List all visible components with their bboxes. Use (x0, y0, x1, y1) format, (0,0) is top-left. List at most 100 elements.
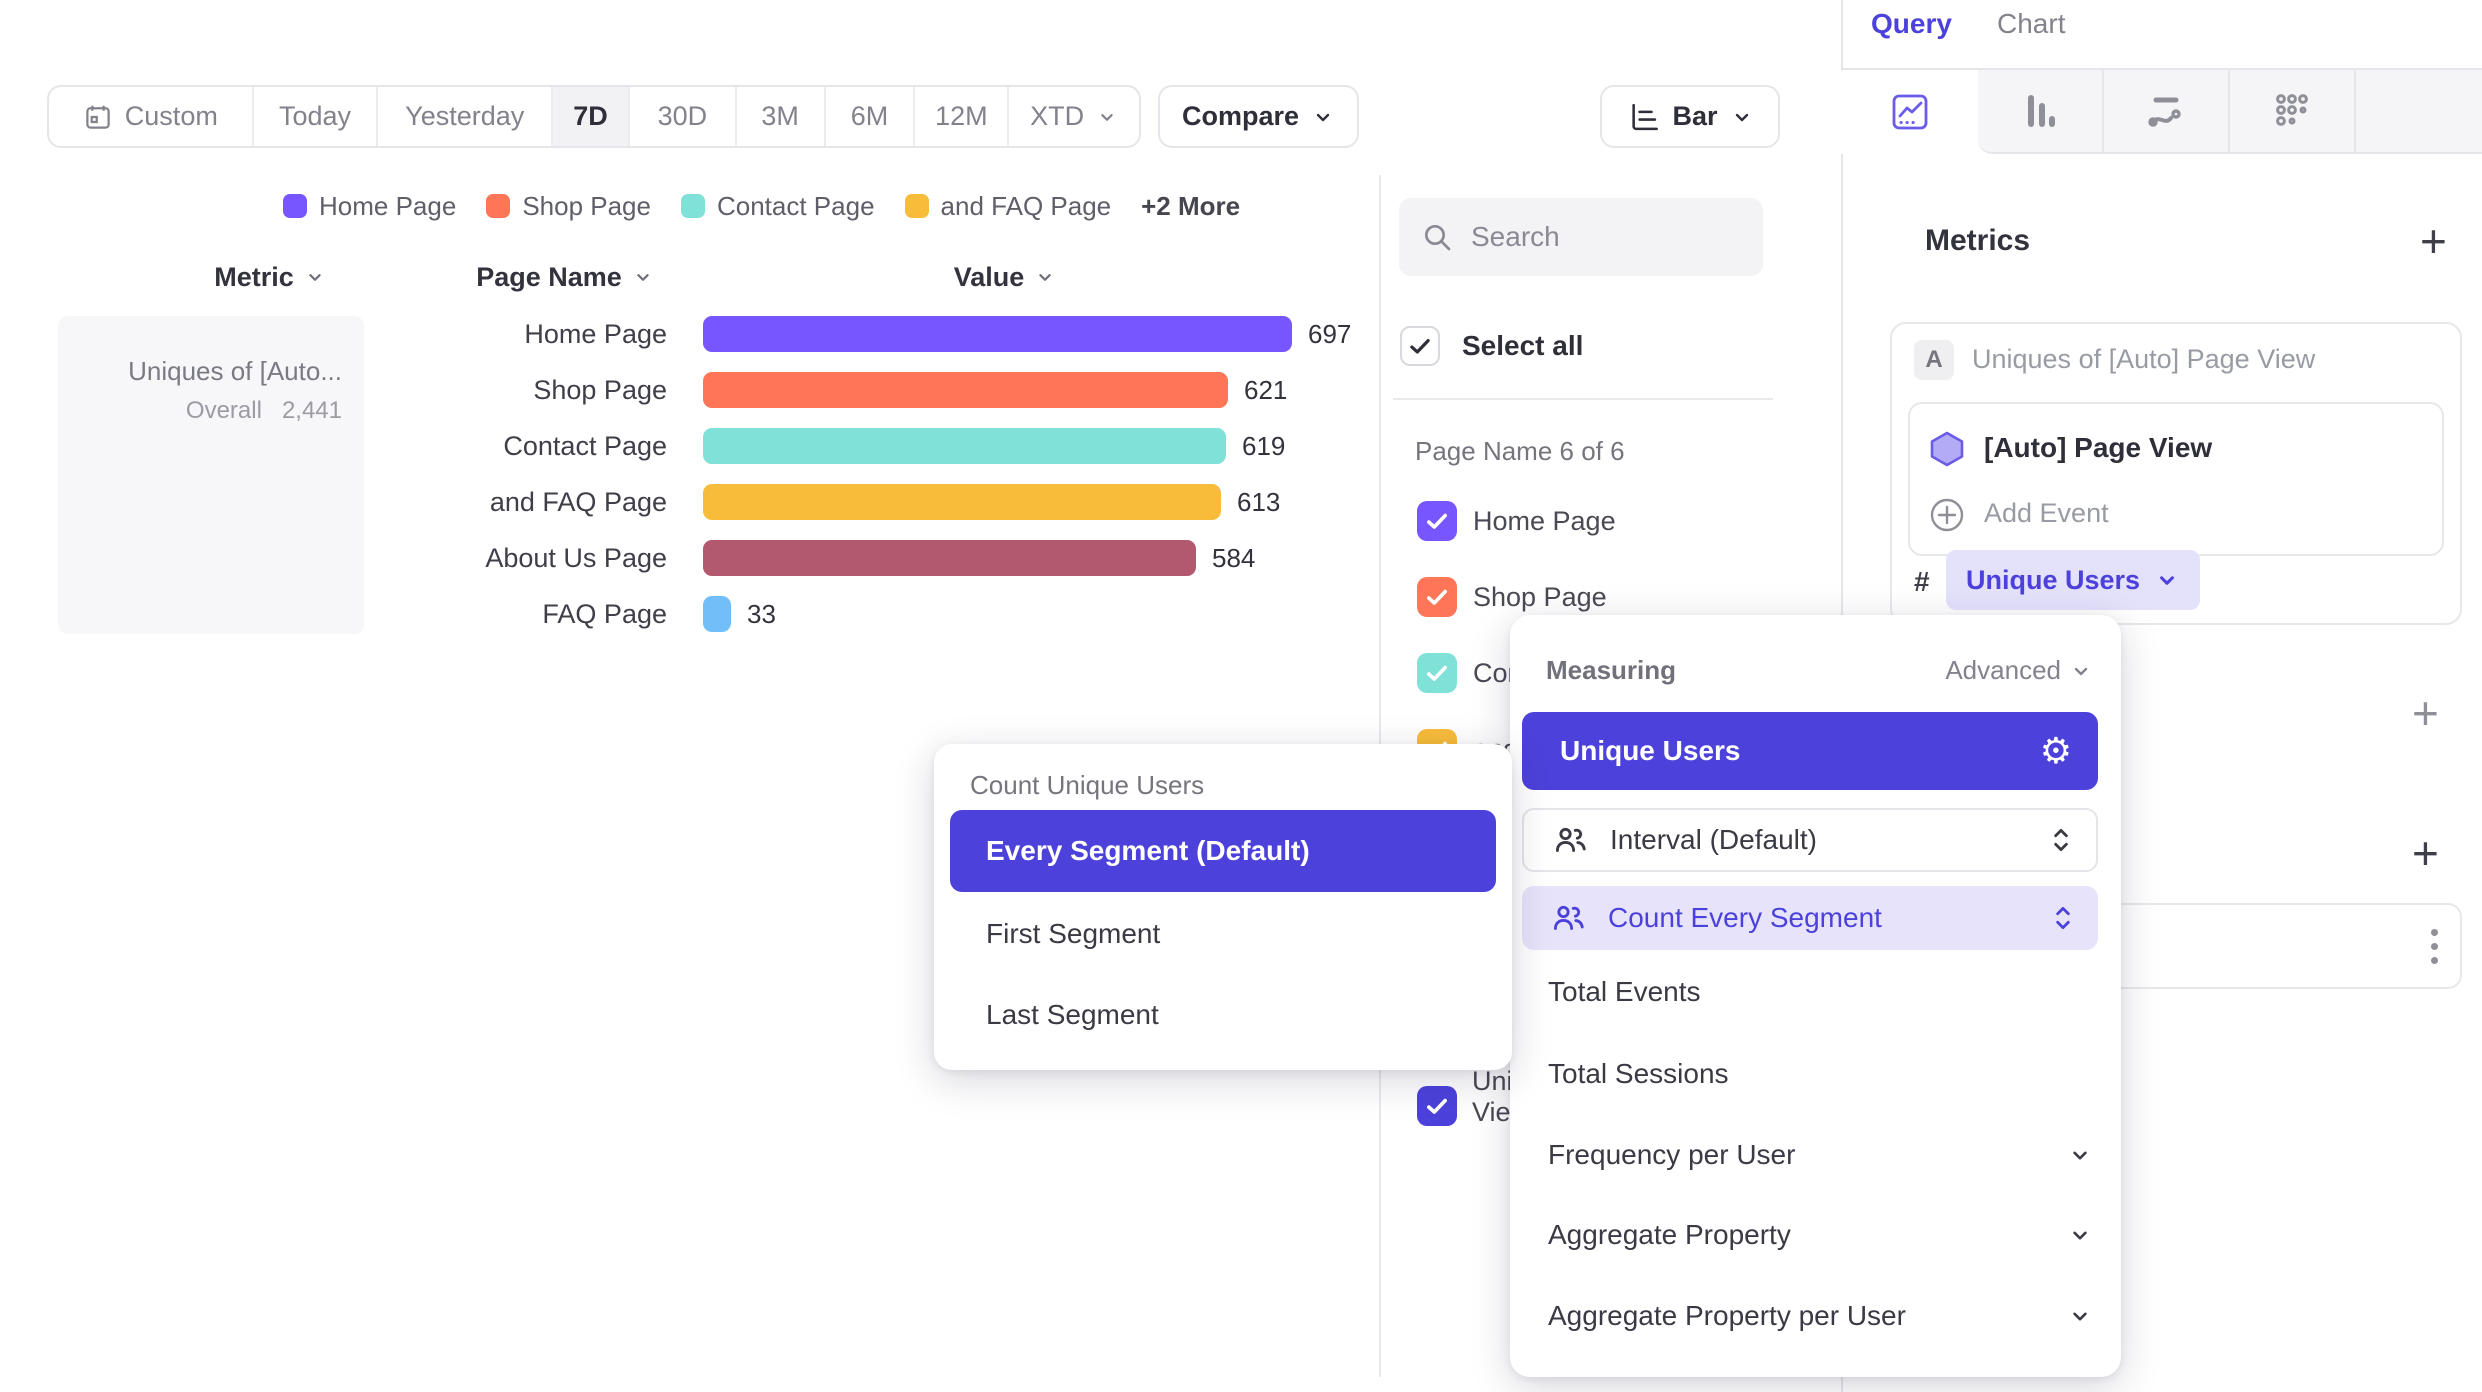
row-value: 33 (747, 598, 776, 629)
segment-checkbox[interactable] (1417, 577, 1457, 617)
bar[interactable] (703, 428, 1226, 464)
select-all-row: Select all (1400, 326, 1583, 366)
row-value: 584 (1212, 542, 1256, 573)
tab-insights-chart[interactable] (1841, 70, 1978, 154)
menu-item-total-sessions[interactable]: Total Sessions (1548, 1058, 1729, 1089)
date-range-3m[interactable]: 3M (737, 87, 826, 146)
metric-summary-card[interactable]: Uniques of [Auto... Overall 2,441 (58, 316, 364, 634)
event-card[interactable] (1908, 402, 2444, 556)
row-value: 613 (1237, 486, 1281, 517)
legend-more[interactable]: +2 More (1141, 190, 1241, 221)
kebab-menu-icon[interactable] (2431, 928, 2438, 964)
compare-button[interactable]: Compare (1158, 85, 1359, 148)
legend-item[interactable]: Shop Page (486, 191, 651, 222)
chevron-down-icon (2154, 567, 2180, 593)
add-breakdown-button[interactable]: + (2412, 827, 2439, 879)
tab-more-chart-type[interactable] (2356, 70, 2482, 152)
segment-checkbox[interactable] (1417, 501, 1457, 541)
tab-flows[interactable] (2104, 70, 2231, 152)
row-value: 697 (1308, 318, 1352, 349)
horizontal-bar-chart-icon (1626, 100, 1660, 134)
date-range-7d[interactable]: 7D (553, 87, 630, 146)
legend-swatch (904, 194, 929, 218)
menu-item-unique-users[interactable]: Unique Users ⚙ (1522, 712, 2098, 790)
bar[interactable] (703, 484, 1221, 520)
add-event-icon[interactable] (1928, 496, 1966, 534)
date-range-xtd[interactable]: XTD (1009, 87, 1139, 146)
menu-item-aggregate-property-per-user[interactable]: Aggregate Property per User (1548, 1300, 2093, 1332)
tab-bar-chart[interactable] (1978, 70, 2105, 152)
metric-name: Uniques of [Auto... (128, 356, 342, 386)
bar[interactable] (703, 316, 1292, 352)
menu-item-aggregate-property[interactable]: Aggregate Property (1548, 1219, 2093, 1251)
legend-item[interactable]: Contact Page (680, 191, 875, 222)
menu-item-count-every-segment[interactable]: Count Every Segment (1522, 886, 2098, 950)
add-event-label[interactable]: Add Event (1984, 498, 2109, 528)
date-range-label: Custom (124, 101, 218, 131)
segment-checkbox[interactable] (1417, 653, 1457, 693)
chevron-down-icon (2067, 1222, 2093, 1248)
date-range-today[interactable]: Today (254, 87, 379, 146)
chart-type-button[interactable]: Bar (1600, 85, 1780, 148)
chevron-down-icon (1034, 266, 1056, 288)
people-icon (1550, 900, 1586, 936)
menu-item-frequency-per-user[interactable]: Frequency per User (1548, 1139, 2093, 1171)
chevron-down-icon (2069, 659, 2093, 683)
menu-item-total-events[interactable]: Total Events (1548, 976, 1701, 1007)
table-row: Contact Page 619 (384, 418, 1285, 474)
insights-line-chart-icon (1886, 88, 1934, 136)
menu-item-interval[interactable]: Interval (Default) (1522, 808, 2098, 872)
tab-retention[interactable] (2230, 70, 2357, 152)
chevron-down-icon (1730, 105, 1754, 129)
legend-swatch (680, 194, 705, 218)
search-icon (1421, 221, 1453, 253)
column-header-metric[interactable]: Metric (150, 258, 390, 296)
row-label: and FAQ Page (489, 486, 667, 517)
chevron-down-icon (632, 266, 654, 288)
legend-item[interactable]: Home Page (283, 191, 456, 222)
row-label: Contact Page (503, 430, 667, 461)
bar[interactable] (703, 596, 731, 632)
legend-swatch (283, 194, 307, 218)
date-range-12m[interactable]: 12M (915, 87, 1010, 146)
segment-group-label: Page Name 6 of 6 (1415, 436, 1625, 466)
chevron-down-icon (1096, 106, 1118, 128)
segment-item-home-page[interactable]: Home Page (1417, 497, 1616, 545)
segment-checkbox-metric[interactable] (1417, 1086, 1457, 1126)
gear-icon[interactable]: ⚙ (2039, 730, 2072, 771)
date-range-yesterday[interactable]: Yesterday (378, 87, 554, 146)
search-input[interactable] (1471, 221, 1731, 253)
measuring-title: Measuring (1546, 655, 1677, 685)
date-range-custom[interactable]: Custom (49, 87, 254, 146)
menu-item-first-segment[interactable]: First Segment (986, 918, 1161, 949)
add-filter-button[interactable]: + (2412, 687, 2439, 739)
advanced-toggle[interactable]: Advanced (1945, 655, 2093, 686)
chevron-down-icon (1311, 105, 1335, 129)
retention-grid-icon (2269, 88, 2315, 134)
chevron-down-icon (2067, 1142, 2093, 1168)
bar[interactable] (703, 540, 1196, 576)
date-range-30d[interactable]: 30D (630, 87, 737, 146)
menu-item-every-segment[interactable]: Every Segment (Default) (950, 810, 1496, 892)
bar[interactable] (703, 372, 1228, 408)
column-header-value[interactable]: Value (880, 258, 1130, 296)
segment-item-shop-page[interactable]: Shop Page (1417, 573, 1607, 621)
menu-item-last-segment[interactable]: Last Segment (986, 999, 1159, 1030)
add-metric-button[interactable]: + (2420, 215, 2447, 267)
row-label: About Us Page (485, 542, 667, 573)
row-label: Home Page (524, 318, 667, 349)
select-all-checkbox[interactable] (1400, 326, 1440, 366)
people-icon (1552, 822, 1588, 858)
legend-item[interactable]: and FAQ Page (904, 191, 1111, 222)
tab-chart[interactable]: Chart (1997, 8, 2066, 39)
date-range-6m[interactable]: 6M (826, 87, 916, 146)
column-header-page-name[interactable]: Page Name (430, 258, 700, 296)
row-value: 619 (1242, 430, 1286, 461)
legend-swatch (486, 194, 511, 218)
table-row: Home Page 697 (384, 306, 1351, 362)
metric-letter-badge: A (1914, 340, 1954, 380)
measurement-pill[interactable]: Unique Users (1946, 550, 2201, 610)
tab-query[interactable]: Query (1871, 8, 1952, 39)
measuring-header: Measuring Advanced (1546, 655, 2093, 686)
